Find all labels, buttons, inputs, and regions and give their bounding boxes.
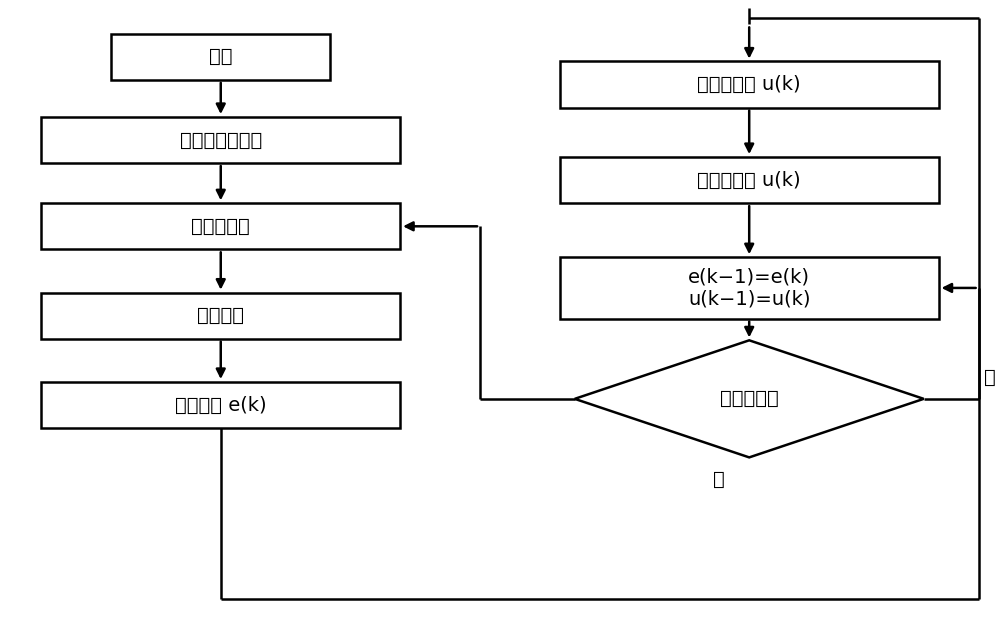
Text: 设置初始値: 设置初始値 — [191, 217, 250, 236]
Text: 是: 是 — [713, 470, 725, 489]
FancyBboxPatch shape — [41, 117, 400, 163]
Text: 计算偏差 e(k): 计算偏差 e(k) — [175, 396, 267, 415]
Text: 开始: 开始 — [209, 47, 233, 66]
Polygon shape — [575, 340, 924, 457]
Text: 否: 否 — [984, 368, 995, 386]
Text: e(k−1)=e(k)
u(k−1)=u(k): e(k−1)=e(k) u(k−1)=u(k) — [688, 267, 810, 308]
FancyBboxPatch shape — [41, 293, 400, 339]
FancyBboxPatch shape — [560, 157, 939, 203]
FancyBboxPatch shape — [560, 257, 939, 319]
FancyBboxPatch shape — [41, 382, 400, 428]
FancyBboxPatch shape — [41, 203, 400, 249]
FancyBboxPatch shape — [111, 34, 330, 80]
Text: 计算调节器参数: 计算调节器参数 — [180, 131, 262, 150]
Text: 输出控制量 u(k): 输出控制量 u(k) — [697, 171, 801, 189]
FancyBboxPatch shape — [560, 61, 939, 108]
Text: 计算控制量 u(k): 计算控制量 u(k) — [697, 75, 801, 94]
Text: 检测输出: 检测输出 — [197, 306, 244, 325]
Text: 采样时间到: 采样时间到 — [720, 389, 779, 409]
